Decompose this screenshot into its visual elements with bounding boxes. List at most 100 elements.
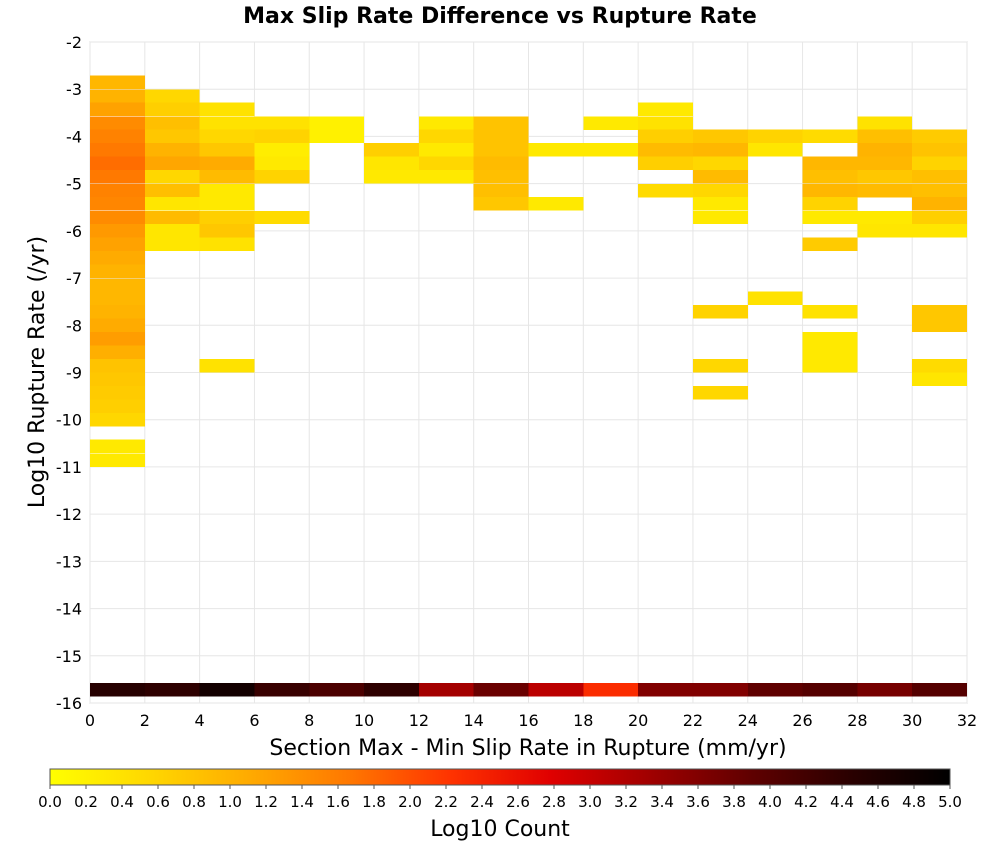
heatmap-cell <box>254 156 310 170</box>
heatmap-cell <box>309 116 365 130</box>
heatmap-cell <box>90 116 145 130</box>
heatmap-cell <box>692 143 748 157</box>
heatmap-cell <box>90 170 145 184</box>
colorbar-tick-label: 4.8 <box>902 793 926 811</box>
colorbar-tick-label: 2.8 <box>542 793 566 811</box>
heatmap-cell <box>144 156 200 170</box>
heatmap-cell <box>638 129 693 144</box>
heatmap-cell <box>90 197 145 211</box>
y-tick-label: -13 <box>56 552 82 571</box>
colorbar-tick-label: 1.8 <box>362 793 386 811</box>
heatmap-cell <box>90 237 145 252</box>
heatmap-cell <box>912 372 967 387</box>
x-tick-label: 6 <box>249 711 259 730</box>
x-axis-label: Section Max - Min Slip Rate in Rupture (… <box>269 736 786 761</box>
x-tick-label: 16 <box>518 711 538 730</box>
heatmap-cell <box>583 682 639 697</box>
colorbar-tick-label: 3.0 <box>578 793 602 811</box>
heatmap-cell <box>90 75 145 90</box>
heatmap-cell <box>912 210 967 225</box>
heatmap-cell <box>857 682 913 697</box>
y-tick-label: -12 <box>56 505 82 524</box>
colorbar-tick-label: 1.4 <box>290 793 314 811</box>
heatmap-cell <box>638 183 693 198</box>
chart-title: Max Slip Rate Difference vs Rupture Rate <box>243 4 757 29</box>
heatmap-cell <box>144 116 200 130</box>
heatmap-cell <box>254 210 310 225</box>
heatmap-cell <box>90 399 145 414</box>
heatmap-cell <box>912 359 967 373</box>
y-tick-label: -10 <box>56 411 82 430</box>
heatmap-cell <box>583 116 639 130</box>
heatmap-cell <box>418 170 474 184</box>
heatmap-cell <box>199 170 255 184</box>
heatmap-cell <box>802 197 858 211</box>
heatmap-cell <box>144 170 200 184</box>
heatmap-cell <box>857 129 913 144</box>
heatmap-cell <box>90 318 145 332</box>
heatmap-cell <box>364 682 419 697</box>
heatmap-cell <box>90 250 145 265</box>
heatmap-cell <box>90 89 145 103</box>
colorbar-tick-label: 4.6 <box>866 793 890 811</box>
heatmap-cell <box>912 183 967 198</box>
heatmap-cell <box>473 129 529 144</box>
y-tick-label: -7 <box>66 269 82 288</box>
heatmap-cell <box>90 372 145 387</box>
colorbar-tick-label: 3.2 <box>614 793 638 811</box>
x-tick-label: 28 <box>847 711 867 730</box>
heatmap-cell <box>90 453 145 467</box>
x-tick-label: 26 <box>792 711 812 730</box>
heatmap-cell <box>199 183 255 198</box>
heatmap-cell <box>802 210 858 225</box>
x-tick-label: 32 <box>957 711 977 730</box>
heatmap-cell <box>199 143 255 157</box>
heatmap-cell <box>144 89 200 103</box>
heatmap-cell <box>199 116 255 130</box>
heatmap-cell <box>802 682 858 697</box>
heatmap-cell <box>90 278 145 292</box>
heatmap-cell <box>857 116 913 130</box>
heatmap-cell <box>473 197 529 211</box>
colorbar-tick-label: 4.0 <box>758 793 782 811</box>
heatmap-cell <box>199 156 255 170</box>
heatmap-cell <box>857 210 913 225</box>
heatmap-cell <box>364 143 419 157</box>
heatmap-cell <box>802 305 858 319</box>
heatmap-cell <box>747 682 803 697</box>
colorbar-label: Log10 Count <box>430 817 570 842</box>
heatmap-cell <box>199 359 255 373</box>
heatmap-cell <box>90 156 145 170</box>
colorbar-tick-label: 1.0 <box>218 793 242 811</box>
heatmap-cell <box>802 345 858 359</box>
y-tick-label: -4 <box>66 127 82 146</box>
heatmap-cell <box>90 385 145 400</box>
heatmap-cell <box>692 210 748 225</box>
heatmap-cell <box>144 129 200 144</box>
heatmap-cell <box>144 143 200 157</box>
heatmap-cell <box>144 183 200 198</box>
heatmap-cell <box>692 129 748 144</box>
heatmap-cell <box>912 156 967 170</box>
heatmap-cell <box>473 682 529 697</box>
heatmap-cell <box>747 291 803 305</box>
heatmap-cell <box>802 156 858 170</box>
colorbar-tick-label: 0.8 <box>182 793 206 811</box>
heatmap-cell <box>364 156 419 170</box>
heatmap-cell <box>418 116 474 130</box>
heatmap-cell <box>254 682 310 697</box>
heatmap-cell <box>418 143 474 157</box>
heatmap-cell <box>90 345 145 359</box>
heatmap-cell <box>144 682 200 697</box>
colorbar-tick-label: 3.8 <box>722 793 746 811</box>
heatmap-cell <box>692 170 748 184</box>
colorbar-tick-label: 2.6 <box>506 793 530 811</box>
y-tick-label: -8 <box>66 316 82 335</box>
x-axis-ticks: 0 2 4 6 8 10 12 14 16 18 20 22 24 26 28 30 32 <box>85 711 977 730</box>
heatmap-cell <box>747 129 803 144</box>
colorbar-tick-label: 0.6 <box>146 793 170 811</box>
heatmap-cell <box>90 129 145 144</box>
heatmap-cell <box>912 223 967 238</box>
heatmap-cell <box>144 210 200 225</box>
x-tick-label: 0 <box>85 711 95 730</box>
